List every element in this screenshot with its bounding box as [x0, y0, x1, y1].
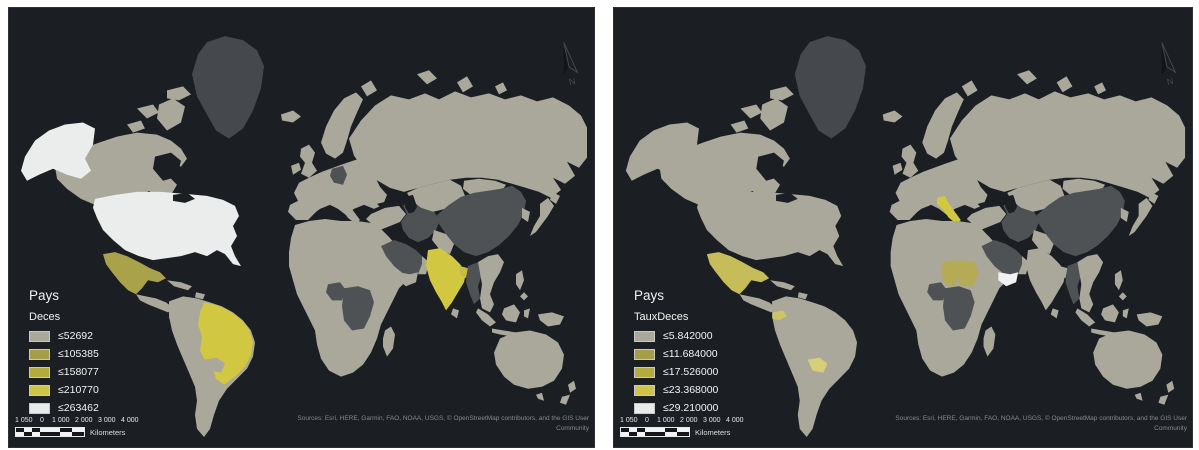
scale-bar: 1 050 0 1 000 2 000 3 000 4 000 Kilomete…: [15, 417, 185, 437]
attribution-line: Community: [556, 425, 589, 433]
legend-title: Pays: [634, 288, 665, 303]
scale-label: 1 000: [52, 417, 70, 424]
map-frame-tauxdeces: N Pays TauxDeces ≤5.842000 ≤11.684000 ≤1…: [613, 7, 1193, 448]
legend-row: ≤263462: [29, 402, 99, 414]
legend-label: ≤105385: [58, 348, 99, 360]
legend-swatch: [634, 384, 655, 396]
scale-bar-graphic: [15, 427, 85, 437]
north-arrow: N: [1161, 42, 1177, 87]
scale-bar-numbers: 1 050 0 1 000 2 000 3 000 4 000: [15, 417, 185, 426]
world-map-tauxdeces: [614, 8, 1192, 447]
world-map-deces: [9, 8, 594, 447]
scale-label: 0: [645, 417, 649, 424]
legend-label: ≤11.684000: [663, 348, 718, 360]
scale-label: 0: [40, 417, 44, 424]
legend-label: ≤263462: [58, 402, 99, 414]
attribution-line: Sources: Esri, HERE, Garmin, FAO, NOAA, …: [895, 415, 1187, 422]
map-attribution: Sources: Esri, HERE, Garmin, FAO, NOAA, …: [887, 414, 1187, 434]
scale-label: 1 050: [620, 417, 638, 424]
map-attribution: Sources: Esri, HERE, Garmin, FAO, NOAA, …: [289, 414, 589, 434]
scale-label: 4 000: [121, 417, 139, 424]
legend-label: ≤158077: [58, 366, 99, 378]
legend-swatch: [29, 402, 50, 414]
scale-units-label: Kilometers: [90, 427, 126, 437]
scale-units-label: Kilometers: [695, 427, 731, 437]
north-arrow: N: [563, 42, 579, 87]
legend-swatch: [29, 384, 50, 396]
legend-swatch: [634, 366, 655, 378]
legend-label: ≤52692: [58, 330, 93, 342]
north-label: N: [568, 76, 576, 87]
north-label: N: [1166, 76, 1174, 87]
scale-label: 4 000: [726, 417, 744, 424]
legend-field: Deces: [29, 311, 61, 323]
legend-row: ≤52692: [29, 330, 99, 342]
legend-label: ≤29.210000: [663, 402, 719, 414]
legend-label: ≤210770: [58, 384, 99, 396]
legend-row: ≤158077: [29, 366, 99, 378]
legend-row: ≤5.842000: [634, 330, 718, 342]
scale-label: 2 000: [680, 417, 698, 424]
legend-swatch: [29, 366, 50, 378]
legend-field: TauxDeces: [634, 311, 689, 323]
legend-row: ≤105385: [29, 348, 99, 360]
map-frame-deces: N Pays Deces ≤52692 ≤105385 ≤158077 ≤210…: [8, 7, 595, 448]
scale-label: 3 000: [98, 417, 116, 424]
scale-bar-numbers: 1 050 0 1 000 2 000 3 000 4 000: [620, 417, 790, 426]
legend-row: ≤210770: [29, 384, 99, 396]
north-arrow-icon: [1161, 42, 1168, 76]
legend-title: Pays: [29, 288, 60, 303]
scale-bar: 1 050 0 1 000 2 000 3 000 4 000 Kilomete…: [620, 417, 790, 437]
attribution-line: Community: [1154, 425, 1187, 433]
legend-swatch: [634, 402, 655, 414]
scale-label: 2 000: [75, 417, 93, 424]
legend-label: ≤17.526000: [663, 366, 719, 378]
north-arrow-icon: [563, 42, 570, 76]
legend-row: ≤29.210000: [634, 402, 718, 414]
scale-label: 1 050: [15, 417, 33, 424]
scale-label: 3 000: [703, 417, 721, 424]
legend-swatch: [29, 330, 50, 342]
legend-label: ≤5.842000: [663, 330, 713, 342]
legend-tauxdeces: Pays TauxDeces ≤5.842000 ≤11.684000 ≤17.…: [634, 288, 718, 420]
legend-row: ≤23.368000: [634, 384, 718, 396]
legend-swatch: [29, 348, 50, 360]
legend-row: ≤17.526000: [634, 366, 718, 378]
legend-label: ≤23.368000: [663, 384, 719, 396]
legend-swatch: [634, 348, 655, 360]
attribution-line: Sources: Esri, HERE, Garmin, FAO, NOAA, …: [297, 415, 589, 422]
legend-row: ≤11.684000: [634, 348, 718, 360]
scale-label: 1 000: [657, 417, 675, 424]
legend-swatch: [634, 330, 655, 342]
scale-bar-graphic: [620, 427, 690, 437]
legend-deces: Pays Deces ≤52692 ≤105385 ≤158077 ≤21077…: [29, 288, 99, 420]
